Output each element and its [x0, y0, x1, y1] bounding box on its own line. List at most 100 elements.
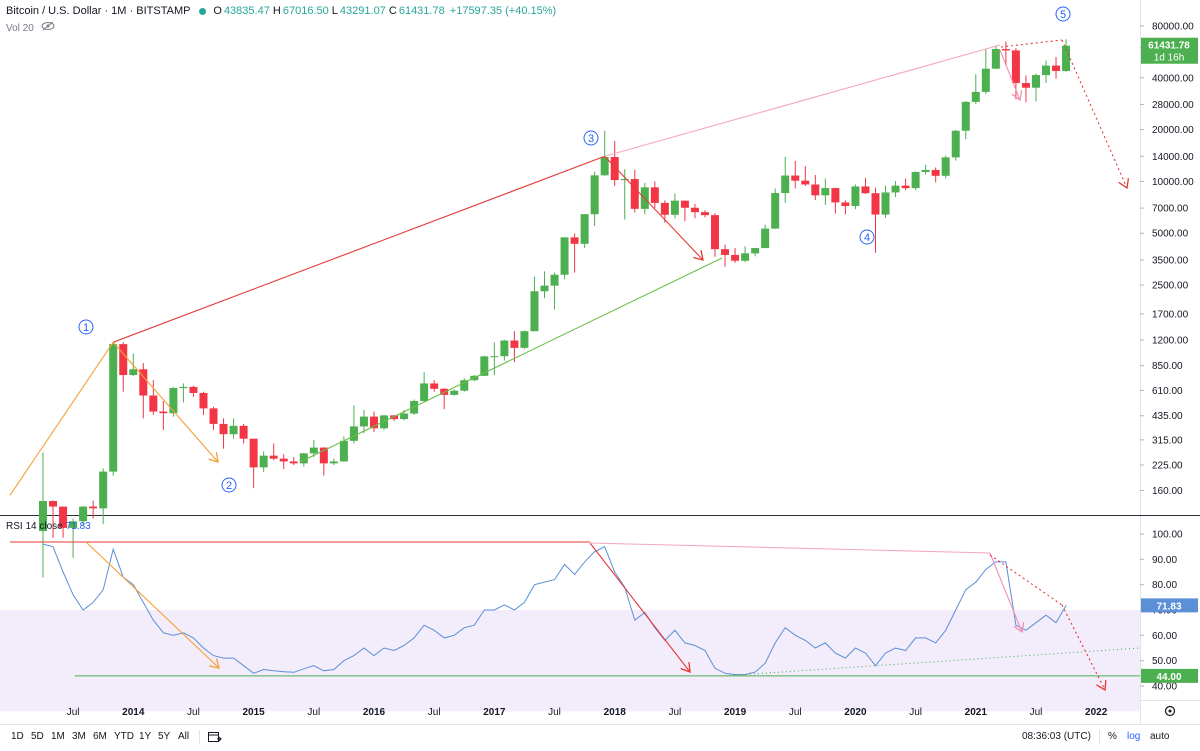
- candle-body: [390, 415, 399, 420]
- price-tick-label: 160.00: [1152, 486, 1183, 497]
- trend-line-red: [113, 155, 605, 343]
- wave-arrow-orange: [112, 341, 218, 462]
- timeframe-all[interactable]: All: [178, 731, 190, 742]
- timeframe-1m[interactable]: 1M: [51, 731, 65, 742]
- price-tick-label: 20000.00: [1152, 125, 1194, 136]
- gear-center: [1168, 709, 1172, 713]
- log-scale-toggle[interactable]: log: [1127, 731, 1141, 742]
- eye-hidden-icon[interactable]: [41, 21, 55, 34]
- rsi-legend[interactable]: RSI 14 close 71.83: [6, 521, 91, 532]
- time-axis-label: 2021: [965, 707, 988, 718]
- price-tick-label: 28000.00: [1152, 100, 1194, 111]
- close-key: C: [388, 5, 397, 17]
- timeframe-1y[interactable]: 1Y: [139, 731, 152, 742]
- gear-icon[interactable]: [1164, 705, 1176, 717]
- price-tick-label: 435.00: [1152, 411, 1183, 422]
- candle-body: [309, 447, 318, 454]
- rsi-value-badge: 71.83: [1156, 601, 1181, 612]
- price-tick-label: 225.00: [1152, 461, 1183, 472]
- price-tick-label: 14000.00: [1152, 152, 1194, 163]
- candle-body: [279, 458, 288, 462]
- candle-body: [199, 392, 208, 409]
- candle-body: [1011, 50, 1020, 84]
- rsi-line: [42, 543, 1067, 676]
- trend-line-pink: [604, 44, 1001, 157]
- open-value: 43835.47: [223, 5, 270, 17]
- wave-label-circle: [1055, 6, 1071, 22]
- price-tick-label: 10000.00: [1152, 177, 1194, 188]
- timeframe-ytd[interactable]: YTD: [114, 731, 134, 742]
- timeframe-5d[interactable]: 5D: [31, 731, 44, 742]
- last-price-badge: 61431.78: [1148, 41, 1190, 52]
- candle-body: [1031, 75, 1040, 88]
- utc-clock[interactable]: 08:36:03 (UTC): [1022, 731, 1091, 742]
- candle-body: [971, 91, 980, 102]
- candle-body: [269, 455, 278, 459]
- rsi-line-badge: 44.00: [1156, 672, 1181, 683]
- rsi-arrow-orange: [85, 541, 219, 668]
- candle-body: [991, 49, 1000, 69]
- rsi-label: RSI 14 close: [6, 521, 63, 532]
- bottom-toolbar: 1D 5D 1M 3M 6M YTD 1Y 5Y All 08:36:03 (U…: [0, 724, 1200, 751]
- candle-body: [751, 248, 760, 254]
- candle-body: [319, 447, 328, 464]
- candle-body: [711, 215, 720, 250]
- time-axis-label: Jul: [668, 707, 681, 718]
- timeframe-5y[interactable]: 5Y: [158, 731, 171, 742]
- candle-body: [550, 274, 559, 286]
- candle-body: [871, 193, 880, 215]
- symbol-name[interactable]: Bitcoin / U.S. Dollar: [6, 5, 102, 17]
- high-value: 67016.50: [282, 5, 329, 17]
- percent-scale-toggle[interactable]: %: [1108, 731, 1117, 742]
- time-axis-label: 2020: [844, 707, 867, 718]
- candle-body: [460, 380, 469, 391]
- candle-body: [741, 253, 750, 261]
- candle-body: [239, 425, 248, 439]
- candle-body: [219, 423, 228, 435]
- chart-canvas[interactable]: 80000.0060000.0040000.0028000.0020000.00…: [0, 0, 1200, 724]
- candle-body: [189, 386, 198, 393]
- candle-body: [159, 411, 168, 414]
- candle-body: [520, 331, 529, 348]
- rsi-tick-label: 50.00: [1152, 656, 1177, 667]
- auto-scale-toggle[interactable]: auto: [1150, 731, 1170, 742]
- rsi-value: 71.83: [65, 521, 91, 532]
- candle-body: [109, 344, 118, 472]
- candle-body: [921, 169, 930, 173]
- candle-body: [209, 408, 218, 424]
- candle-body: [1052, 65, 1061, 72]
- timeframe-1d[interactable]: 1D: [11, 731, 24, 742]
- change-value: +17597.35 (+40.15%): [449, 5, 557, 17]
- candle-body: [39, 501, 47, 532]
- candle-body: [660, 202, 669, 215]
- candle-body: [580, 214, 589, 244]
- price-tick-label: 2500.00: [1152, 281, 1189, 292]
- candle-body: [359, 416, 368, 427]
- candle-body: [69, 521, 78, 528]
- candle-body: [791, 175, 800, 181]
- timeframe-6m[interactable]: 6M: [93, 731, 107, 742]
- rsi-tick-label: 90.00: [1152, 555, 1177, 566]
- price-tick-label: 3500.00: [1152, 255, 1189, 266]
- rsi-arrow-pink: [989, 552, 1022, 632]
- volume-label: Vol 20: [6, 23, 34, 34]
- candle-body: [951, 130, 960, 158]
- rsi-band: [0, 610, 1140, 712]
- candle-body: [59, 506, 68, 528]
- candle-body: [119, 344, 128, 376]
- time-axis-label: 2017: [483, 707, 506, 718]
- interval-label[interactable]: 1M: [111, 5, 127, 17]
- time-axis-label: Jul: [548, 707, 561, 718]
- time-axis-label: Jul: [67, 707, 80, 718]
- rsi-tick-label: 60.00: [1152, 631, 1177, 642]
- time-axis-label: Jul: [909, 707, 922, 718]
- candle-body: [299, 453, 308, 464]
- candle-body: [289, 461, 298, 464]
- wave-label-circle: [583, 130, 599, 146]
- timeframe-3m[interactable]: 3M: [72, 731, 86, 742]
- goto-date-icon[interactable]: [207, 730, 223, 747]
- candle-body: [620, 178, 629, 181]
- close-value: 61431.78: [398, 5, 445, 17]
- volume-legend[interactable]: Vol 20: [6, 21, 55, 34]
- candle-body: [420, 383, 429, 401]
